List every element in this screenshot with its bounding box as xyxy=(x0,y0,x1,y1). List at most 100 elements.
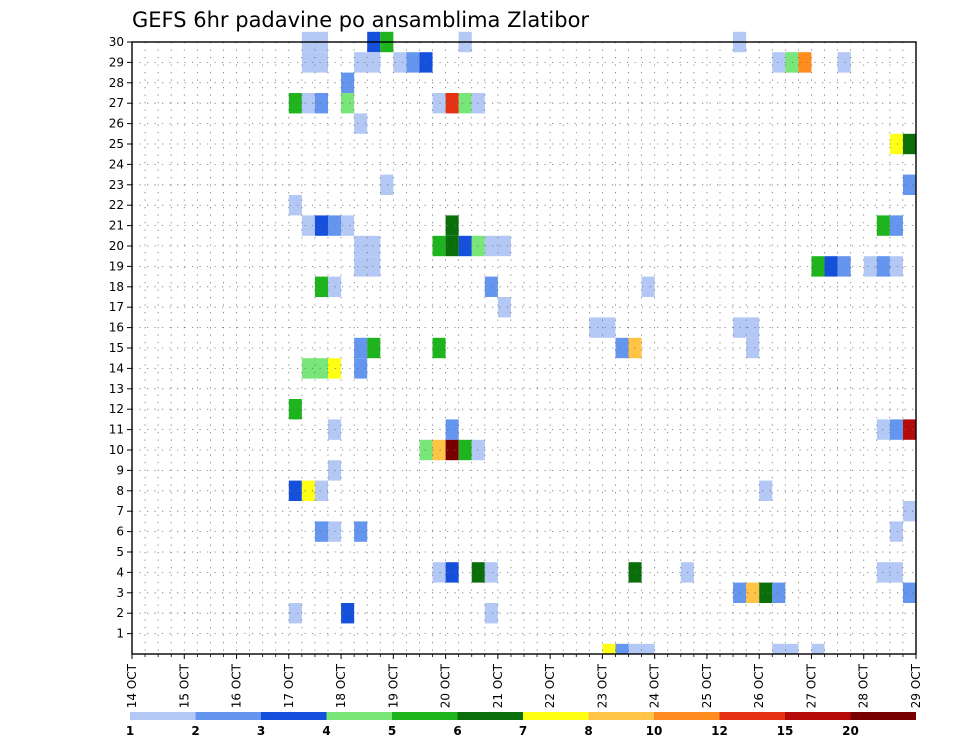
y-tick-label: 20 xyxy=(109,239,124,253)
heatmap-cell xyxy=(889,521,903,542)
heatmap-cell xyxy=(380,174,394,195)
heatmap-cell xyxy=(876,419,890,440)
y-tick-label: 22 xyxy=(109,198,124,212)
heatmap-cell xyxy=(432,93,446,114)
x-tick-label: 21 OCT xyxy=(491,663,505,708)
heatmap-cell xyxy=(615,643,629,654)
colorbar-swatch xyxy=(195,712,261,720)
heatmap-cell xyxy=(354,521,368,542)
x-tick-label: 24 OCT xyxy=(648,663,662,708)
colorbar-label: 8 xyxy=(584,724,592,738)
colorbar-swatch xyxy=(457,712,523,720)
heatmap-cell xyxy=(445,93,459,114)
colorbar: 1 2 3 4 5 6 7 8 10 12 15 20 xyxy=(126,712,916,738)
heatmap-cell xyxy=(863,256,877,277)
y-tick-label: 24 xyxy=(109,157,124,171)
heatmap-cell xyxy=(889,256,903,277)
colorbar-label: 1 xyxy=(126,724,134,738)
heatmap-cell xyxy=(772,582,786,603)
y-tick-label: 12 xyxy=(109,402,124,416)
heatmap-cell xyxy=(314,93,328,114)
heatmap-cell xyxy=(354,113,368,134)
heatmap-cell xyxy=(471,439,485,461)
heatmap-cell xyxy=(889,133,903,155)
heatmap-cell xyxy=(341,93,355,114)
x-tick-label: 20 OCT xyxy=(439,663,453,708)
x-tick-label: 29 OCT xyxy=(909,663,923,708)
heatmap-cell xyxy=(484,276,498,297)
heatmap-cell xyxy=(432,562,446,583)
heatmap-cell xyxy=(602,643,616,654)
y-tick-label: 30 xyxy=(109,35,124,49)
heatmap-cell xyxy=(445,419,459,440)
colorbar-label: 6 xyxy=(453,724,461,738)
heatmap-cell xyxy=(458,93,472,114)
colorbar-label: 15 xyxy=(777,724,794,738)
heatmap-cell xyxy=(824,256,838,277)
y-tick-label: 23 xyxy=(109,178,124,192)
y-tick-label: 19 xyxy=(109,259,124,273)
heatmap-cell xyxy=(458,235,472,257)
colorbar-swatch xyxy=(261,712,327,720)
colorbar-label: 4 xyxy=(322,724,330,738)
heatmap-cell xyxy=(354,358,368,379)
y-tick-label: 6 xyxy=(116,525,124,539)
x-tick-label: 28 OCT xyxy=(857,663,871,708)
heatmap-cell xyxy=(432,337,446,359)
chart-title: GEFS 6hr padavine po ansamblima Zlatibor xyxy=(132,8,589,32)
y-tick-label: 7 xyxy=(116,504,124,518)
heatmap-cell xyxy=(902,582,916,603)
colorbar-label: 3 xyxy=(257,724,265,738)
x-tick-label: 23 OCT xyxy=(595,663,609,708)
heatmap-cell xyxy=(445,439,459,461)
colorbar-swatch xyxy=(850,712,916,720)
heatmap-cell xyxy=(288,480,302,501)
heatmap-cell xyxy=(445,562,459,583)
y-tick-label: 26 xyxy=(109,117,124,131)
x-tick-label: 18 OCT xyxy=(334,663,348,708)
colorbar-swatch xyxy=(785,712,851,720)
heatmap-cell xyxy=(902,174,916,195)
heatmap-cell xyxy=(837,52,851,73)
heatmap-cell xyxy=(341,215,355,236)
y-tick-label: 14 xyxy=(109,361,124,375)
plot-frame xyxy=(131,41,917,655)
heatmap-cell xyxy=(432,439,446,461)
heatmap-cell xyxy=(301,358,328,379)
y-tick-label: 5 xyxy=(116,545,124,559)
y-tick-label: 29 xyxy=(109,55,124,69)
heatmap-cell xyxy=(772,52,786,73)
heatmap-cell xyxy=(406,52,420,73)
heatmap-cell xyxy=(301,93,315,114)
heatmap-cell xyxy=(759,582,773,603)
colorbar-swatch xyxy=(654,712,720,720)
heatmap-cell xyxy=(288,399,302,420)
colorbar-label: 20 xyxy=(842,724,859,738)
heatmap-cell xyxy=(746,337,760,359)
heatmap-cell xyxy=(367,337,381,359)
heatmap-cell xyxy=(314,276,328,297)
y-tick-label: 11 xyxy=(109,423,124,437)
heatmap-cell xyxy=(785,52,799,73)
y-tick-label: 9 xyxy=(116,463,124,477)
heatmap-cell xyxy=(484,603,498,624)
x-tick-label: 14 OCT xyxy=(125,663,139,708)
y-tick-label: 15 xyxy=(109,341,124,355)
heatmap-cell xyxy=(354,337,368,359)
heatmap-cell xyxy=(288,603,302,624)
heatmap-cell xyxy=(301,52,328,73)
y-tick-label: 16 xyxy=(109,321,124,335)
heatmap-cell xyxy=(484,562,498,583)
x-tick-label: 27 OCT xyxy=(804,663,818,708)
heatmap-cell xyxy=(341,72,355,93)
heatmap-cell xyxy=(798,52,812,73)
heatmap-cell xyxy=(628,643,655,654)
colorbar-swatch xyxy=(130,712,196,720)
y-tick-label: 13 xyxy=(109,382,124,396)
x-tick-label: 22 OCT xyxy=(543,663,557,708)
colorbar-swatch xyxy=(719,712,785,720)
heatmap-cell xyxy=(419,52,433,73)
heatmap-cell xyxy=(811,643,825,654)
x-tick-label: 19 OCT xyxy=(386,663,400,708)
